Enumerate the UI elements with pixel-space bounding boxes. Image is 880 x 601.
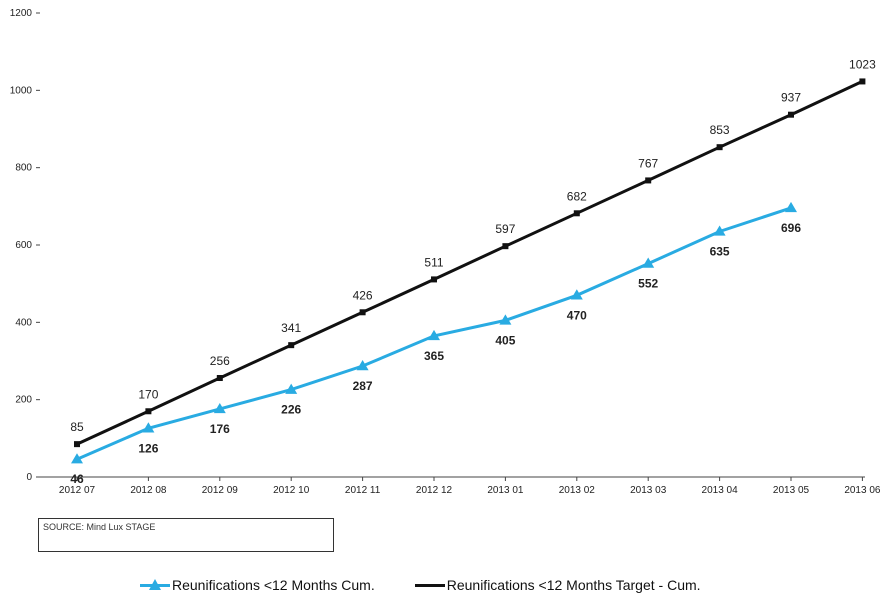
series-layer: 46 126 176 226 287 365 405 470 552 635 696 85 170 256… bbox=[70, 57, 876, 486]
data-label: 511 bbox=[424, 255, 443, 269]
data-point bbox=[788, 111, 794, 118]
legend-label-target: Reunifications <12 Months Target - Cum. bbox=[446, 577, 701, 593]
data-point bbox=[285, 383, 298, 394]
x-tick-label: 2013 04 bbox=[702, 485, 739, 496]
legend-item-actual: Reunifications <12 Months Cum. bbox=[140, 577, 375, 593]
data-point bbox=[785, 201, 797, 213]
data-point bbox=[142, 422, 155, 433]
y-tick-label: 200 bbox=[15, 395, 32, 406]
x-tick-label: 2012 12 bbox=[416, 485, 453, 496]
data-label: 696 bbox=[781, 221, 801, 235]
data-label: 341 bbox=[281, 321, 301, 335]
legend: Reunifications <12 Months Cum. Reunifica… bbox=[140, 575, 840, 595]
y-tick-label: 0 bbox=[26, 472, 32, 483]
data-point bbox=[570, 289, 583, 300]
data-point bbox=[499, 314, 512, 325]
x-tick-label: 2012 09 bbox=[202, 485, 239, 496]
data-point bbox=[428, 329, 440, 341]
series-line bbox=[76, 80, 864, 446]
data-label: 552 bbox=[638, 277, 658, 291]
data-label: 176 bbox=[210, 422, 230, 436]
y-tick-label: 800 bbox=[15, 163, 32, 174]
series-0: 46 126 176 226 287 365 405 470 552 635 696 bbox=[70, 201, 801, 486]
source-note-box: SOURCE: Mind Lux STAGE bbox=[38, 518, 334, 552]
x-tick-label: 2013 03 bbox=[630, 485, 667, 496]
data-label: 853 bbox=[710, 123, 730, 137]
data-point bbox=[431, 276, 437, 283]
data-point bbox=[74, 441, 80, 448]
x-tick-label: 2012 10 bbox=[273, 485, 310, 496]
legend-item-target: Reunifications <12 Months Target - Cum. bbox=[414, 577, 701, 593]
data-point bbox=[359, 309, 366, 316]
data-point bbox=[356, 360, 369, 371]
data-label: 682 bbox=[567, 189, 587, 203]
x-tick-label: 2012 08 bbox=[130, 485, 167, 496]
data-label: 256 bbox=[210, 354, 230, 368]
x-tick-label: 2012 11 bbox=[345, 485, 381, 496]
data-point bbox=[216, 375, 223, 382]
axes: 0 200 400 600 800 1000 1200 2012 07 2012 08 2012 … bbox=[10, 8, 880, 496]
data-label: 170 bbox=[138, 387, 158, 401]
data-label: 767 bbox=[638, 156, 658, 170]
data-point bbox=[573, 210, 580, 217]
data-point bbox=[71, 453, 83, 464]
data-label: 85 bbox=[70, 420, 84, 434]
y-tick-label: 600 bbox=[15, 240, 32, 251]
data-point bbox=[713, 225, 726, 236]
data-label: 597 bbox=[495, 222, 515, 236]
data-point bbox=[642, 257, 655, 268]
data-label: 635 bbox=[710, 244, 730, 258]
y-tick-label: 400 bbox=[15, 317, 32, 328]
x-tick-label: 2012 07 bbox=[59, 485, 96, 496]
data-label: 287 bbox=[353, 379, 373, 393]
data-point bbox=[288, 342, 295, 349]
x-tick-label: 2013 02 bbox=[559, 485, 596, 496]
data-label: 1023 bbox=[849, 57, 876, 71]
data-label: 937 bbox=[781, 91, 801, 105]
data-point bbox=[716, 144, 723, 151]
data-point bbox=[213, 402, 226, 414]
data-label: 426 bbox=[353, 288, 373, 302]
data-point bbox=[145, 408, 152, 415]
source-note: SOURCE: Mind Lux STAGE bbox=[43, 522, 156, 532]
y-tick-label: 1000 bbox=[10, 85, 33, 96]
legend-label-actual: Reunifications <12 Months Cum. bbox=[172, 577, 375, 593]
x-tick-label: 2013 01 bbox=[487, 485, 524, 496]
data-point bbox=[859, 78, 866, 85]
legend-swatch-target bbox=[414, 579, 445, 591]
legend-swatch-actual bbox=[140, 579, 170, 591]
data-point bbox=[645, 177, 652, 184]
data-label: 226 bbox=[281, 403, 301, 417]
data-label: 470 bbox=[567, 308, 587, 322]
data-point bbox=[502, 243, 509, 250]
x-tick-label: 2013 05 bbox=[773, 485, 810, 496]
data-label: 46 bbox=[70, 472, 84, 486]
data-label: 405 bbox=[495, 333, 515, 347]
series-1: 85 170 256 341 426 511 597 682 767 853 937 1023 bbox=[70, 57, 876, 448]
data-label: 126 bbox=[138, 441, 158, 455]
data-label: 365 bbox=[424, 349, 444, 363]
x-tick-label: 2013 06 bbox=[844, 485, 880, 496]
y-tick-label: 1200 bbox=[10, 8, 33, 19]
